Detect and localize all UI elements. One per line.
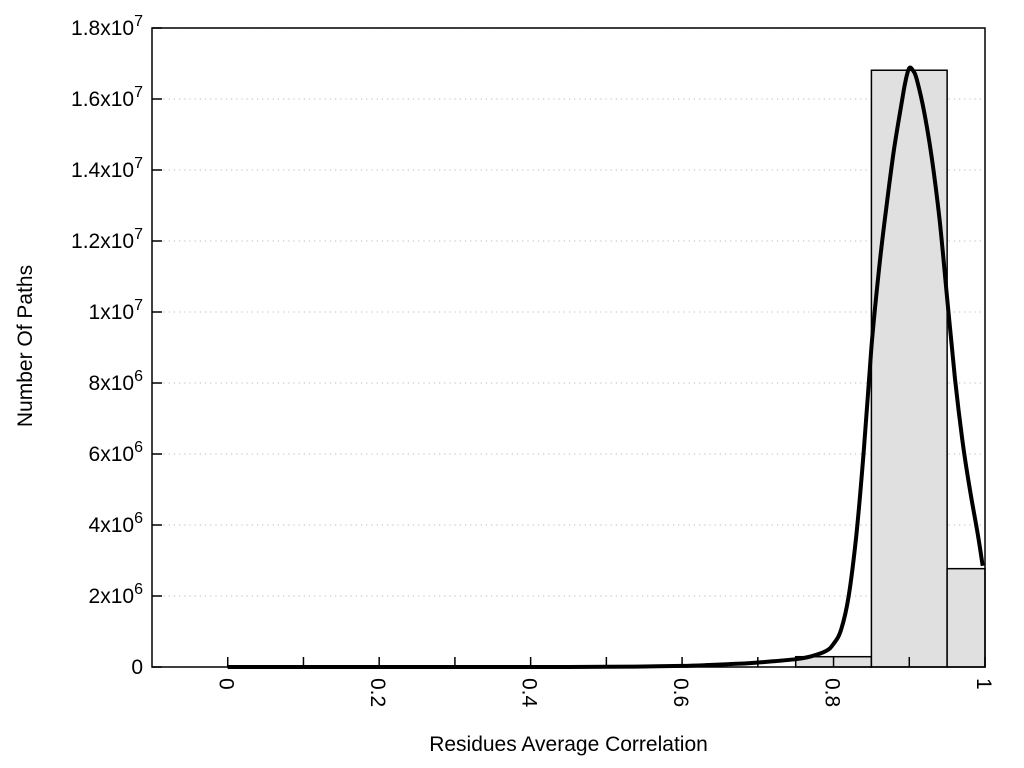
y-tick-label: 6x106 xyxy=(89,439,144,466)
y-tick-label: 4x106 xyxy=(89,510,144,537)
y-tick-label: 2x106 xyxy=(89,581,144,608)
x-tick-label: 1 xyxy=(972,678,995,690)
y-tick-label: 0 xyxy=(131,656,143,679)
x-tick-label: 0.2 xyxy=(366,678,389,707)
histogram-bar xyxy=(870,69,948,668)
x-tick-label: 0 xyxy=(215,678,238,690)
y-axis-title: Number Of Paths xyxy=(14,264,37,428)
y-tick-label: 1.8x107 xyxy=(71,13,143,40)
x-tick-label: 0.4 xyxy=(518,678,541,708)
y-tick-label: 1.4x107 xyxy=(71,155,143,182)
x-tick-label: 0.8 xyxy=(821,678,844,707)
density-curve xyxy=(227,65,985,669)
histogram-bar xyxy=(946,567,986,668)
y-tick-label: 1.6x107 xyxy=(71,84,143,111)
x-tick-label: 0.6 xyxy=(669,678,692,707)
y-tick-label: 1.2x107 xyxy=(71,226,143,253)
y-tick-label: 1x107 xyxy=(89,297,144,324)
x-axis-title: Residues Average Correlation xyxy=(429,733,708,756)
y-tick-label: 8x106 xyxy=(89,368,144,395)
plot-border xyxy=(151,27,986,668)
